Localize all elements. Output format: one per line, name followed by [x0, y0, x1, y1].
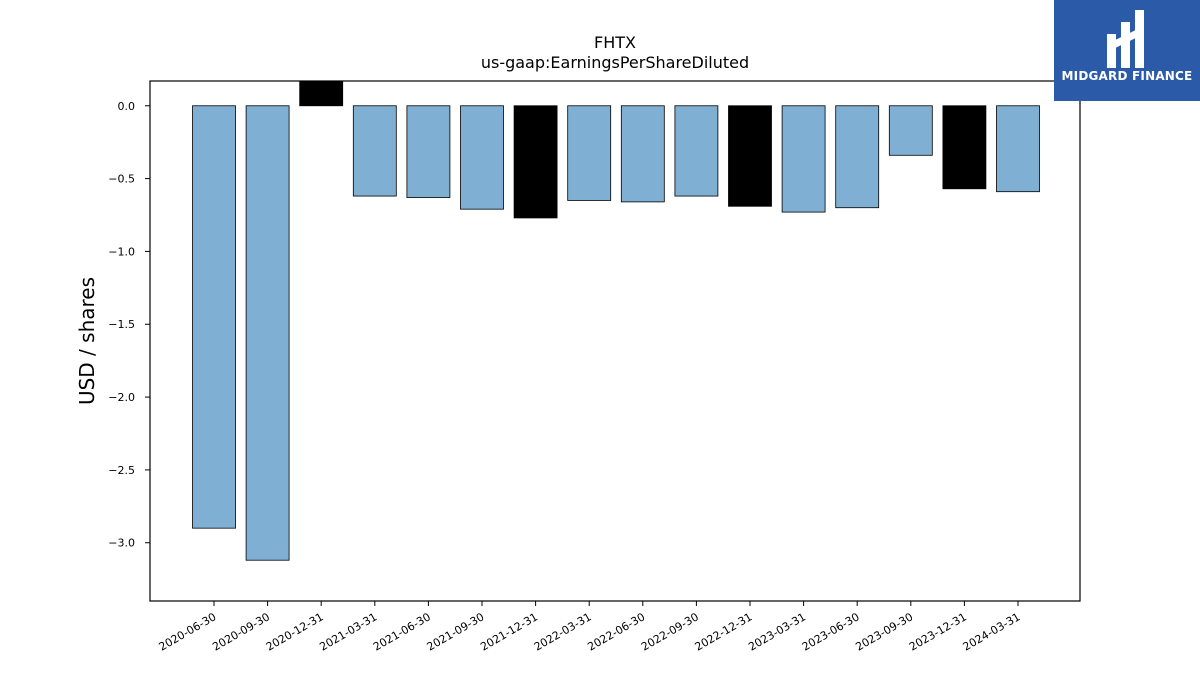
chart-title: FHTX [594, 33, 636, 52]
x-tick-label: 2024-03-31 [961, 610, 1023, 653]
x-tick-label: 2021-03-31 [317, 610, 379, 653]
bar-2020-09-30 [245, 105, 290, 561]
x-tick-label: 2023-09-30 [853, 610, 915, 653]
bar-2020-12-31 [299, 80, 344, 107]
logo-text: MIDGARD FINANCE [1061, 69, 1193, 83]
x-tick-label: 2020-12-31 [264, 610, 326, 653]
bar-2022-06-30 [620, 105, 665, 203]
y-tick-label: 0.0 [118, 100, 136, 113]
bar-2020-06-30 [192, 105, 236, 529]
x-tick-label: 2020-09-30 [210, 610, 272, 653]
bar-2021-06-30 [406, 105, 451, 198]
x-tick-label: 2023-03-31 [746, 610, 808, 653]
bar-2021-12-31 [513, 105, 558, 219]
bar-2023-03-31 [781, 105, 826, 213]
x-tick-label: 2022-12-31 [693, 610, 755, 653]
bar-2022-03-31 [567, 105, 612, 201]
x-tick-label: 2021-06-30 [371, 610, 433, 653]
x-tick-label: 2021-12-31 [478, 610, 540, 653]
bar-2023-06-30 [835, 105, 880, 209]
midgard-finance-logo: MIDGARD FINANCE [1054, 0, 1200, 101]
bar-2024-03-31 [996, 105, 1040, 193]
chart-subtitle: us-gaap:EarningsPerShareDiluted [481, 53, 749, 72]
bar-2022-09-30 [674, 105, 719, 197]
logo-mark-icon [1107, 10, 1144, 68]
y-axis-label: USD / shares [75, 277, 99, 405]
bar-2023-09-30 [888, 105, 933, 156]
y-tick-label: −2.0 [108, 391, 135, 404]
x-tick-label: 2022-03-31 [532, 610, 594, 653]
plot-frame [149, 80, 1081, 602]
x-tick-label: 2022-06-30 [585, 610, 647, 653]
x-tick-label: 2023-06-30 [800, 610, 862, 653]
x-tick-label: 2023-12-31 [907, 610, 969, 653]
y-tick-label: −1.0 [108, 245, 135, 258]
y-tick-label: −2.5 [108, 464, 135, 477]
bar-2021-03-31 [352, 105, 397, 197]
x-tick-label: 2021-09-30 [425, 610, 487, 653]
bar-2022-12-31 [728, 105, 772, 207]
x-tick-label: 2020-06-30 [157, 610, 219, 653]
y-tick-label: −0.5 [108, 173, 135, 186]
y-tick-label: −3.0 [108, 537, 135, 550]
x-tick-label: 2022-09-30 [639, 610, 701, 653]
y-tick-label: −1.5 [108, 318, 135, 331]
bar-2021-09-30 [460, 105, 504, 210]
bar-2023-12-31 [942, 105, 987, 190]
